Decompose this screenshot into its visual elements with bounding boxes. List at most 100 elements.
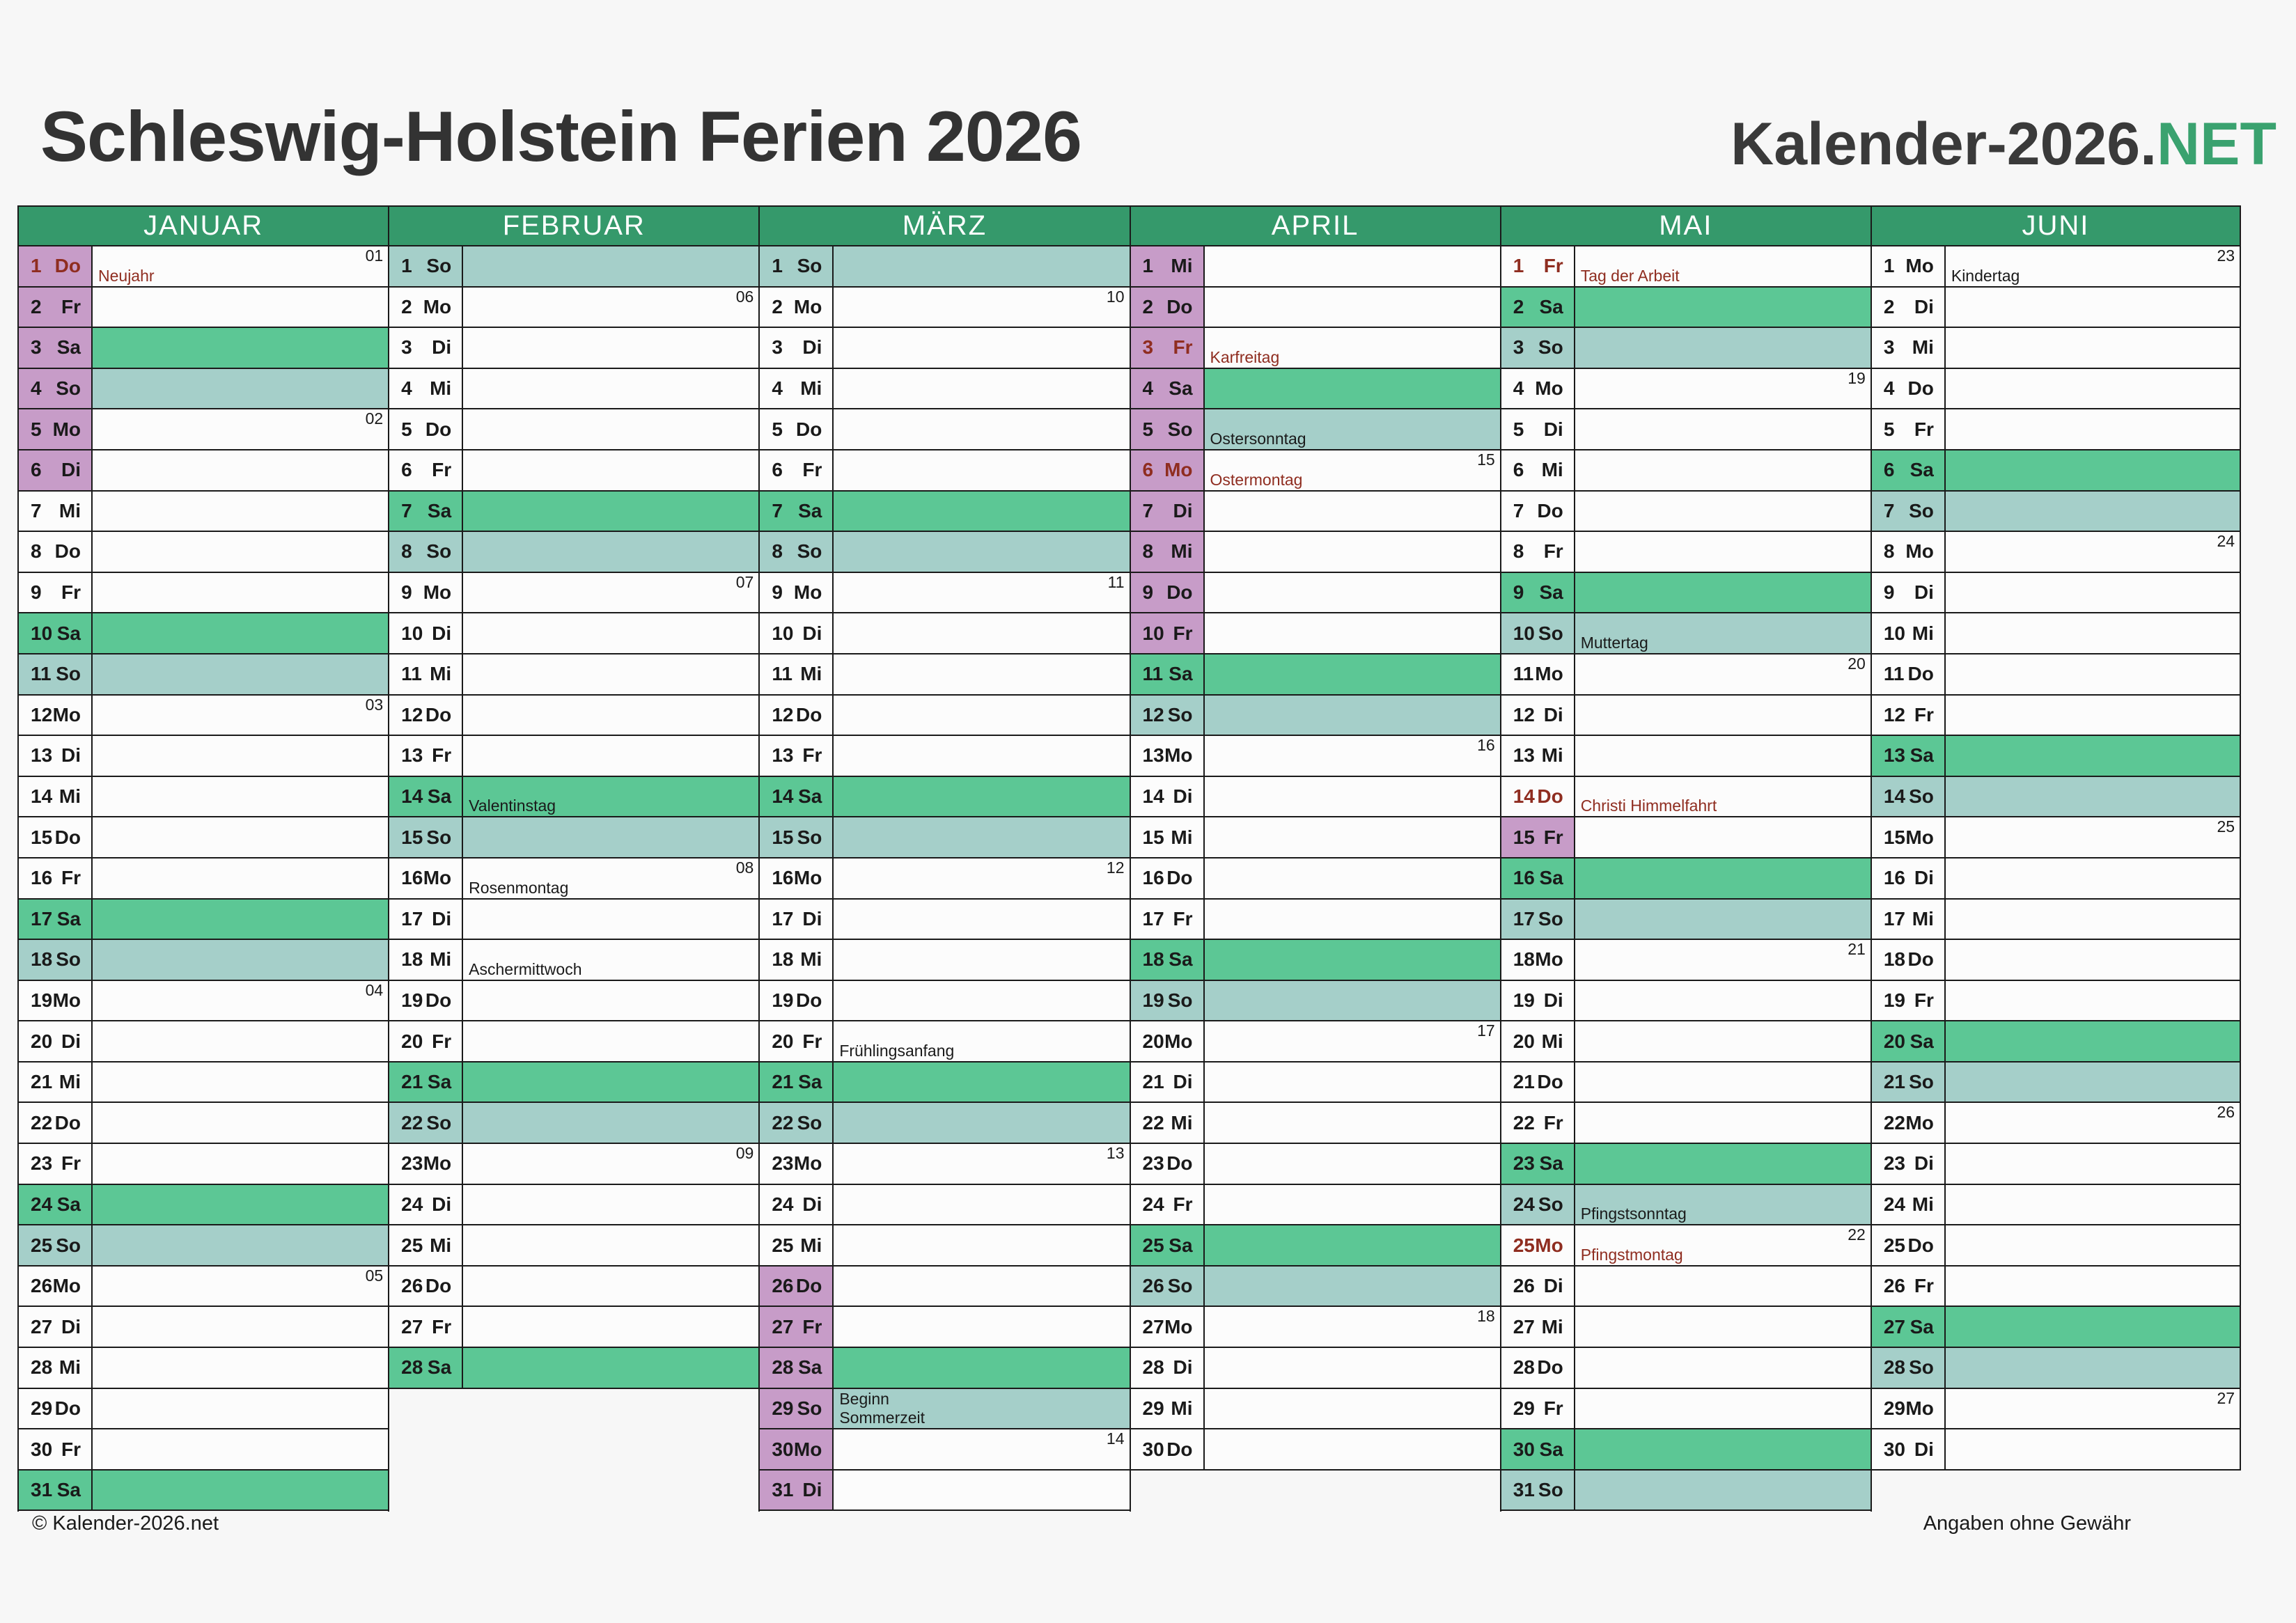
day-number: 24 [1513,1193,1535,1215]
week-number: 20 [1848,654,1866,673]
day-row: 28 Mi [19,1348,389,1389]
day-row: 22 Mi [1130,1103,1500,1145]
day-cell [834,1103,1130,1145]
day-cell [93,328,389,369]
day-cell: Muttertag [1575,613,1871,654]
day-row: 28 Sa [389,1348,759,1389]
date-cell: 21 Mi [19,1062,93,1104]
day-number: 6 [1142,459,1154,481]
day-cell: 06 [463,287,759,329]
weekday-label: Mi [1541,459,1563,481]
day-number: 4 [772,377,783,400]
date-cell: 28 Sa [389,1348,464,1389]
day-cell: 03 [93,695,389,737]
day-cell [463,1225,759,1267]
date-cell: 4 So [19,368,93,410]
day-row: 13 Fr [389,736,759,777]
weekday-label: Do [1907,1234,1934,1256]
day-number: 2 [1142,295,1154,317]
day-number: 2 [1883,295,1895,317]
day-cell: 19 [1575,368,1871,410]
date-cell: 18 Do [1871,940,1946,981]
weekday-label: Fr [1543,1111,1563,1134]
day-row: 22 Do [19,1103,389,1145]
day-number: 6 [401,459,412,481]
day-row: 26 Do [760,1266,1130,1308]
day-cell [1945,695,2242,737]
weekday-label: Sa [798,1071,822,1093]
date-cell: 13 Fr [389,736,464,777]
day-cell [1945,572,2242,614]
day-number: 26 [401,1275,423,1297]
weekday-label: So [1538,907,1563,930]
day-cell [1204,654,1500,696]
date-cell: 23 Mo [389,1144,464,1185]
weekday-label: Fr [432,1315,452,1338]
date-cell: 12 Di [1501,695,1575,737]
day-row: 19 Fr [1871,980,2242,1022]
week-number: 04 [365,980,384,999]
day-row: 28 Do [1501,1348,1871,1389]
day-number: 14 [401,785,423,808]
day-cell: 13 [834,1144,1130,1185]
day-cell [93,899,389,941]
weekday-label: Di [61,1315,81,1338]
day-number: 23 [1883,1152,1906,1175]
date-cell: 31 Sa [19,1470,93,1512]
day-number: 16 [401,867,423,889]
date-cell: 27 Fr [760,1307,834,1349]
day-cell [463,817,759,858]
day-cell [93,450,389,492]
day-row: 8 So [760,532,1130,573]
date-cell: 17 Sa [19,899,93,941]
weekday-label: Sa [427,1071,452,1093]
date-cell: 7 Sa [389,491,464,533]
day-cell [1204,368,1500,410]
day-number: 29 [772,1397,794,1419]
weekday-label: Fr [61,1152,81,1175]
day-number: 8 [401,540,412,563]
week-number: 23 [2217,246,2235,265]
week-number: 14 [1106,1429,1125,1448]
day-number: 16 [1513,867,1535,889]
day-number: 19 [401,989,423,1011]
day-cell [834,695,1130,737]
day-row: 1 Mi [1130,246,1500,288]
day-number: 9 [31,581,42,604]
day-number: 5 [1142,418,1154,440]
date-cell: 21 Do [1501,1062,1575,1104]
day-row: 5 So Ostersonntag [1130,409,1500,450]
date-cell: 5 So [1130,409,1205,450]
date-cell: 12 So [1130,695,1205,737]
date-cell: 23 Mo [760,1144,834,1185]
day-number: 28 [1883,1356,1906,1379]
weekday-label: Di [1173,1356,1193,1379]
day-row: 6 Fr [389,450,759,492]
day-number: 21 [1142,1071,1164,1093]
day-cell [834,368,1130,410]
weekday-label: So [1167,703,1193,726]
weekday-label: Mo [1905,255,1934,277]
weekday-label: Fr [1173,336,1193,359]
day-cell [1945,1429,2242,1471]
day-number: 10 [401,622,423,644]
day-row: 7 Sa [760,491,1130,533]
day-cell [463,654,759,696]
date-cell: 7 Do [1501,491,1575,533]
day-cell [93,1184,389,1226]
weekday-label: Mo [793,581,822,604]
day-cell [1575,1144,1871,1185]
day-number: 4 [401,377,412,400]
weekday-label: Do [54,540,81,563]
weekday-label: So [56,663,81,685]
day-cell [1204,572,1500,614]
day-cell [1575,1348,1871,1389]
day-number: 23 [31,1152,53,1175]
day-row: 8 So [389,532,759,573]
day-number: 19 [1142,989,1164,1011]
day-cell [834,654,1130,696]
day-number: 27 [1142,1315,1164,1338]
date-cell: 19 So [1130,980,1205,1022]
day-number: 26 [1142,1275,1164,1297]
date-cell: 16 Di [1871,858,1946,900]
